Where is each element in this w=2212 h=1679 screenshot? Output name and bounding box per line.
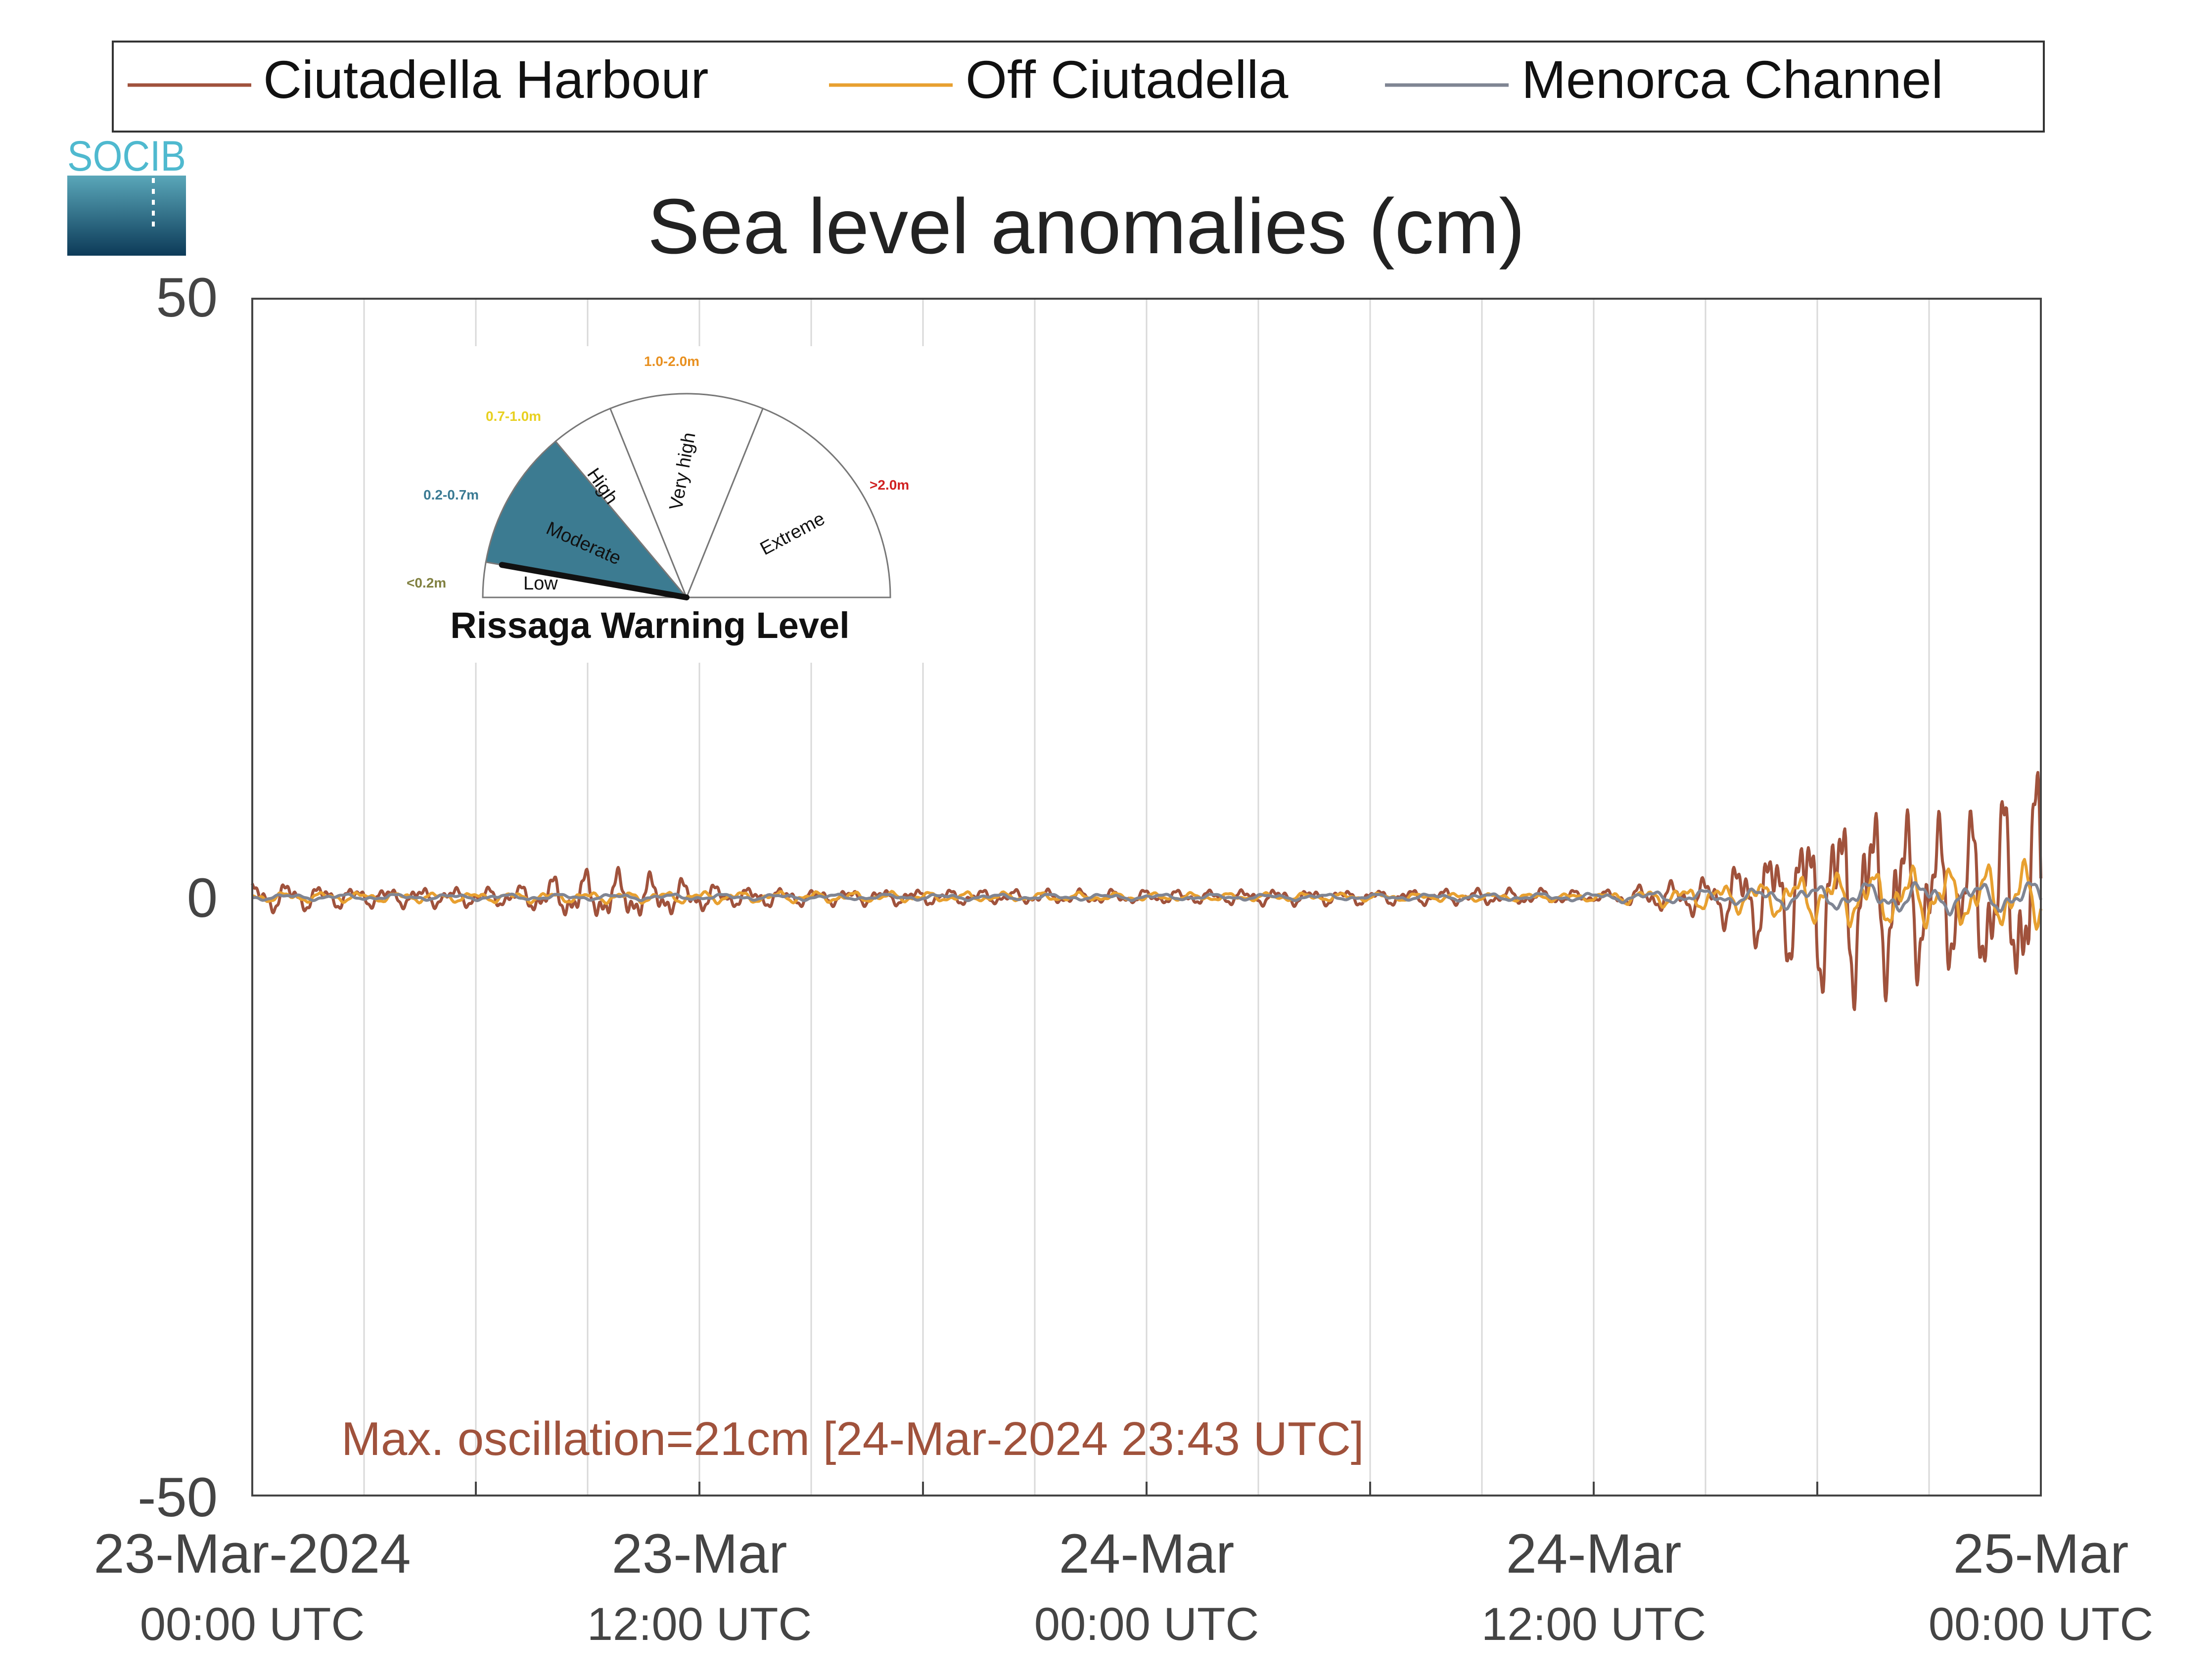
y-tick-label-50: 50 xyxy=(156,267,218,328)
x-tick-label-time: 00:00 UTC xyxy=(1034,1598,1259,1650)
max-oscillation-annotation: Max. oscillation=21cm [24-Mar-2024 23:43… xyxy=(341,1412,1364,1465)
gauge-sector-extreme xyxy=(685,408,891,598)
range-label-high: 0.7-1.0m xyxy=(486,408,541,424)
x-tick-label-time: 12:00 UTC xyxy=(1481,1598,1706,1650)
series-group xyxy=(251,771,2042,1011)
warning-gauge xyxy=(482,393,891,600)
x-tick-label-date: 25-Mar xyxy=(1953,1523,2129,1585)
gauge-needle xyxy=(499,562,690,600)
legend-label-menorca-channel: Menorca Channel xyxy=(1521,49,1943,109)
range-label-low: <0.2m xyxy=(407,575,446,590)
series-line-menorca-channel xyxy=(252,881,2042,917)
y-tick-label-0: 0 xyxy=(187,867,218,929)
socib-logo-block xyxy=(67,176,186,256)
chart-title: Sea level anomalies (cm) xyxy=(647,183,1525,270)
x-tick-label-date: 23-Mar xyxy=(612,1523,787,1585)
series-line-ciutadella-harbour xyxy=(251,771,2042,1011)
sector-label-low: Low xyxy=(523,573,558,594)
x-tick-label-time: 00:00 UTC xyxy=(1929,1598,2154,1650)
rissaga-warning-inset: <0.2m 0.2-0.7m 0.7-1.0m 1.0-2.0m >2.0m L… xyxy=(397,346,927,663)
x-axis-ticks: 23-Mar-2024 00:00 UTC 23-Mar 12:00 UTC 24-Ma… xyxy=(93,1523,2153,1650)
range-label-extreme: >2.0m xyxy=(870,477,909,493)
plot-frame-top xyxy=(251,298,2042,1497)
x-tick-label-date: 24-Mar xyxy=(1506,1523,1682,1585)
socib-logo-text: SOCIB xyxy=(67,133,186,180)
inset-title: Rissaga Warning Level xyxy=(450,605,849,646)
x-tick-label-date: 24-Mar xyxy=(1059,1523,1235,1585)
legend: Ciutadella Harbour Off Ciutadella Menorc… xyxy=(112,41,2045,133)
x-tick-label-time: 12:00 UTC xyxy=(587,1598,812,1650)
x-tick-label-time: 00:00 UTC xyxy=(140,1598,365,1650)
y-tick-label-minus-50: -50 xyxy=(138,1466,218,1528)
legend-frame xyxy=(112,41,2045,133)
gauge-sector-very-high xyxy=(609,393,764,600)
x-tick-label-date: 23-Mar-2024 xyxy=(93,1523,411,1585)
legend-label-ciutadella-harbour: Ciutadella Harbour xyxy=(263,49,709,109)
range-label-very-high: 1.0-2.0m xyxy=(644,354,699,369)
legend-label-off-ciutadella: Off Ciutadella xyxy=(966,49,1289,109)
socib-logo: SOCIB xyxy=(67,133,186,256)
range-label-moderate: 0.2-0.7m xyxy=(423,487,479,502)
gauge-sector-moderate xyxy=(485,440,689,599)
